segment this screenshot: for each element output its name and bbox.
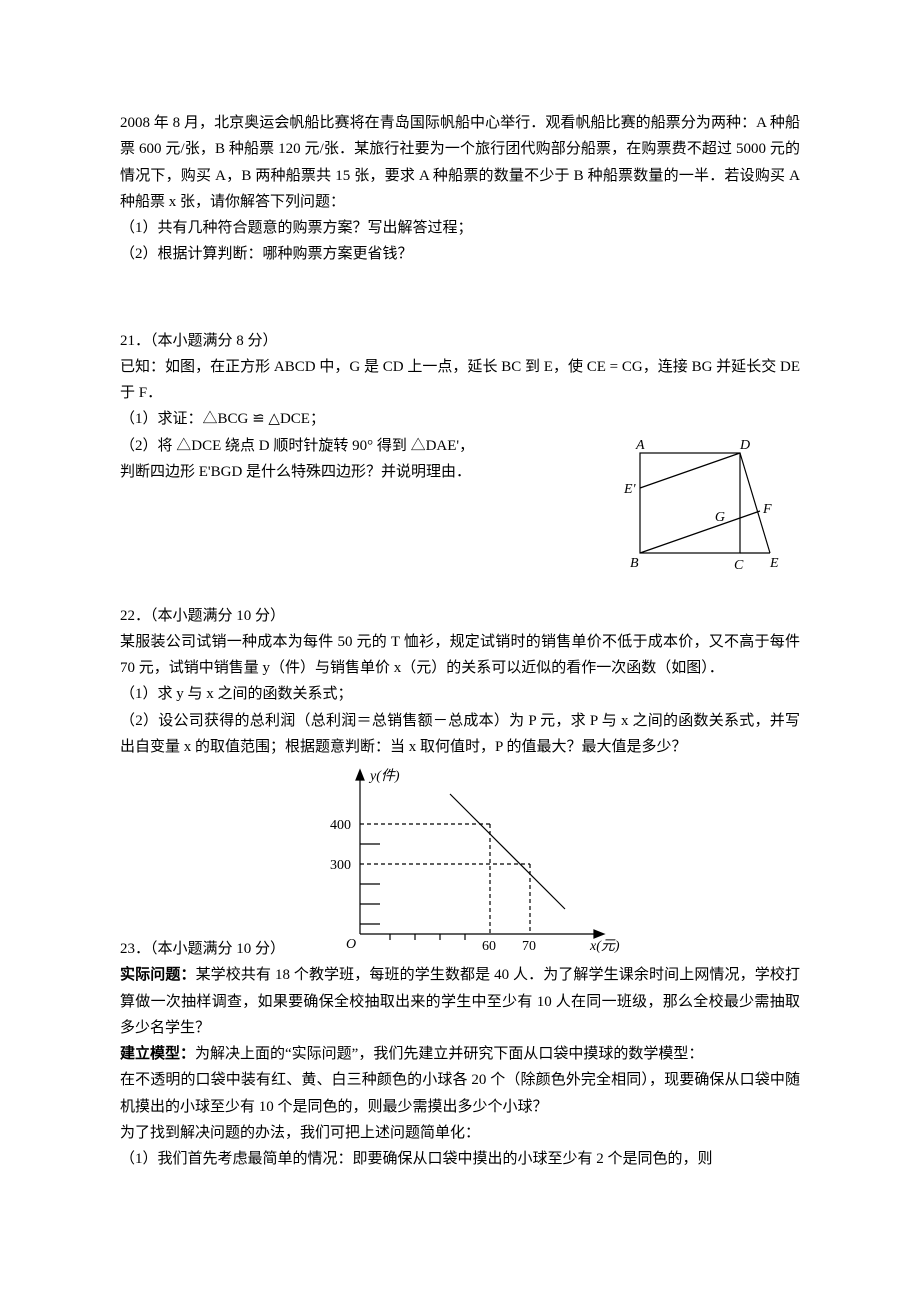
fig21-label-E: E: [769, 556, 779, 571]
q22-chart: y(件) x(元) O 400 300 60 70: [290, 764, 630, 954]
fig21-label-G: G: [715, 510, 725, 525]
q21-header: 21．（本小题满分 8 分）: [120, 328, 800, 354]
svg-text:O: O: [346, 937, 356, 952]
q20-part1: （1）共有几种符合题意的购票方案？写出解答过程；: [120, 215, 800, 241]
q22-ytick-300: 300: [330, 858, 351, 873]
fig21-label-D: D: [739, 438, 750, 453]
q23-real-text: 某学校共有 18 个教学班，每班的学生数都是 40 人．为了解学生课余时间上网情…: [120, 967, 800, 1036]
q22-part2: （2）设公司获得的总利润（总利润＝总销售额－总成本）为 P 元，求 P 与 x …: [120, 708, 800, 761]
fig21-label-B: B: [630, 556, 639, 571]
fig21-label-Ep: E': [623, 482, 637, 497]
q21-part2a: （2）将 △DCE 绕点 D 顺时针旋转 90° 得到 △DAE'，: [120, 433, 590, 459]
q22-part1: （1）求 y 与 x 之间的函数关系式；: [120, 681, 800, 707]
q21-body: 已知：如图，在正方形 ABCD 中，G 是 CD 上一点，延长 BC 到 E，使…: [120, 354, 800, 407]
q23-model: 建立模型：为解决上面的“实际问题”，我们先建立并研究下面从口袋中摸球的数学模型：: [120, 1041, 800, 1067]
q21-part2b: 判断四边形 E'BGD 是什么特殊四边形？并说明理由．: [120, 459, 590, 485]
q22-header: 22．（本小题满分 10 分）: [120, 603, 800, 629]
q23-model-text: 为解决上面的“实际问题”，我们先建立并研究下面从口袋中摸球的数学模型：: [195, 1046, 703, 1062]
q23-real-label: 实际问题：: [120, 966, 196, 983]
q21-part1: （1）求证：△BCG ≌ △DCE；: [120, 406, 800, 432]
q22-ylabel: y(件): [368, 768, 400, 784]
fig21-label-C: C: [734, 558, 744, 573]
q22-xtick-60: 60: [482, 939, 496, 954]
fig21-label-A: A: [635, 438, 645, 453]
q21-figure: A D E' G F B C E: [600, 433, 800, 593]
q22-body: 某服装公司试销一种成本为每件 50 元的 T 恤衫，规定试销时的销售单价不低于成…: [120, 629, 800, 682]
fig21-label-F: F: [762, 502, 772, 517]
q23-model3: 为了找到解决问题的办法，我们可把上述问题简单化：: [120, 1120, 800, 1146]
q23-part1: （1）我们首先考虑最简单的情况：即要确保从口袋中摸出的小球至少有 2 个是同色的…: [120, 1146, 800, 1172]
q23-model2: 在不透明的口袋中装有红、黄、白三种颜色的小球各 20 个（除颜色外完全相同），现…: [120, 1067, 800, 1120]
q22-xlabel: x(元): [589, 939, 620, 954]
q20-part2: （2）根据计算判断：哪种购票方案更省钱？: [120, 241, 800, 267]
q23-model-label: 建立模型：: [120, 1045, 195, 1062]
q20-body: 2008 年 8 月，北京奥运会帆船比赛将在青岛国际帆船中心举行．观看帆船比赛的…: [120, 110, 800, 215]
q22-xtick-70: 70: [522, 939, 536, 954]
q22-ytick-400: 400: [330, 818, 351, 833]
q23-real: 实际问题：某学校共有 18 个教学班，每班的学生数都是 40 人．为了解学生课余…: [120, 962, 800, 1041]
